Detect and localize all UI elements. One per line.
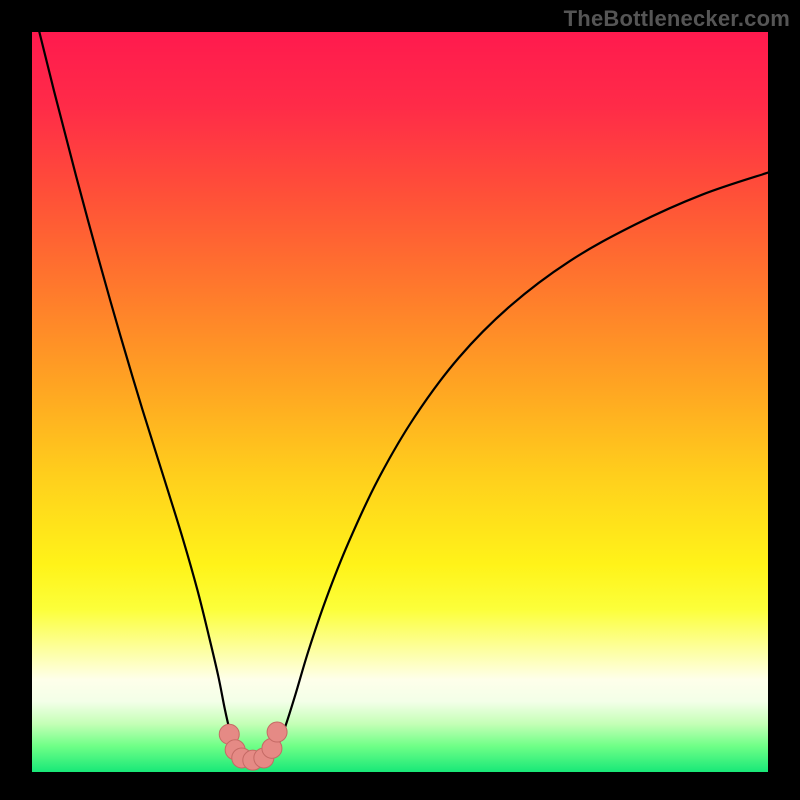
bottleneck-chart: [0, 0, 800, 800]
chart-container: TheBottlenecker.com: [0, 0, 800, 800]
gradient-background: [32, 32, 768, 772]
curve-marker: [267, 722, 287, 742]
